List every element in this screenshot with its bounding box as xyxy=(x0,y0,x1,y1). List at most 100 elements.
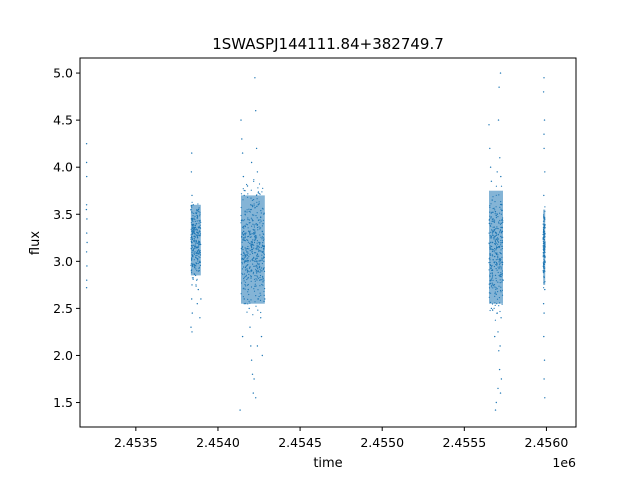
data-point xyxy=(241,268,243,270)
data-point xyxy=(243,189,245,192)
data-point xyxy=(247,298,249,300)
data-point xyxy=(198,256,200,258)
data-point xyxy=(495,242,497,244)
data-point xyxy=(489,248,491,250)
data-point xyxy=(260,270,262,272)
data-point xyxy=(499,223,502,225)
data-point xyxy=(262,284,264,286)
data-point xyxy=(253,247,255,249)
y-axis: 1.5 2.0 2.5 3.0 3.5 4.0 4.5 5.0 xyxy=(53,66,80,410)
data-point xyxy=(261,267,263,269)
data-point xyxy=(258,271,260,273)
data-point xyxy=(250,299,252,301)
data-point xyxy=(253,180,255,182)
data-point xyxy=(544,234,546,236)
data-point xyxy=(496,312,498,314)
data-point xyxy=(191,211,193,213)
data-point xyxy=(191,254,193,256)
data-point xyxy=(192,215,194,217)
data-point xyxy=(243,194,245,197)
data-point xyxy=(256,242,258,244)
data-point xyxy=(190,234,192,236)
data-point xyxy=(543,275,545,277)
data-point xyxy=(247,193,249,195)
data-point xyxy=(496,252,498,254)
data-point xyxy=(244,210,246,212)
data-point xyxy=(543,251,546,253)
data-point xyxy=(249,266,251,268)
data-point xyxy=(544,206,546,208)
data-point xyxy=(498,268,500,270)
data-point xyxy=(191,250,193,252)
data-point xyxy=(257,253,259,255)
data-point xyxy=(241,257,243,259)
data-point xyxy=(191,218,194,220)
data-point xyxy=(198,211,200,213)
data-point xyxy=(543,77,545,79)
data-point xyxy=(193,228,195,230)
data-point xyxy=(257,187,259,189)
data-point xyxy=(191,241,193,244)
data-point xyxy=(243,303,245,305)
data-point xyxy=(245,232,247,234)
data-point xyxy=(496,288,498,290)
data-point xyxy=(495,268,497,270)
data-point xyxy=(256,212,258,214)
data-point xyxy=(246,271,248,273)
data-point xyxy=(86,265,88,267)
data-point xyxy=(197,252,199,254)
data-point xyxy=(254,260,256,262)
data-point xyxy=(501,231,503,233)
data-point xyxy=(543,249,546,251)
data-point xyxy=(190,222,192,224)
data-point xyxy=(248,293,250,296)
data-point xyxy=(241,258,243,261)
data-point xyxy=(255,285,257,287)
data-point xyxy=(243,251,245,253)
data-point xyxy=(494,209,496,211)
data-point xyxy=(495,206,497,208)
data-point xyxy=(258,192,260,195)
data-point xyxy=(197,203,199,205)
data-point xyxy=(259,279,261,281)
data-point xyxy=(193,232,195,234)
data-point xyxy=(242,245,244,247)
data-point xyxy=(544,171,546,173)
data-point xyxy=(191,236,193,238)
data-point xyxy=(500,235,502,237)
data-point xyxy=(194,220,196,222)
data-point xyxy=(251,199,253,201)
data-point xyxy=(199,244,201,246)
data-point xyxy=(494,235,496,238)
data-point xyxy=(191,272,193,274)
data-point xyxy=(252,233,255,235)
data-point xyxy=(544,225,546,227)
data-point xyxy=(262,242,264,244)
data-point xyxy=(244,234,246,236)
data-point xyxy=(543,258,545,260)
data-point xyxy=(246,270,249,272)
data-point xyxy=(191,263,193,265)
data-point xyxy=(244,284,246,286)
data-point xyxy=(199,260,201,262)
data-point xyxy=(500,266,502,268)
data-point xyxy=(499,157,501,159)
data-point xyxy=(259,260,261,262)
data-point xyxy=(248,219,250,221)
data-point xyxy=(261,225,263,227)
data-point xyxy=(489,206,491,208)
data-point xyxy=(85,143,88,145)
data-point xyxy=(192,221,194,223)
data-point xyxy=(192,204,194,206)
x-axis-label: time xyxy=(313,456,342,471)
data-point xyxy=(193,217,195,219)
data-point xyxy=(196,278,198,280)
data-point xyxy=(249,302,251,304)
data-point xyxy=(490,231,492,233)
data-point xyxy=(257,309,259,311)
data-point xyxy=(252,239,254,241)
data-point xyxy=(247,239,249,241)
data-point xyxy=(542,252,545,254)
data-point xyxy=(247,257,249,259)
data-point xyxy=(250,270,253,272)
